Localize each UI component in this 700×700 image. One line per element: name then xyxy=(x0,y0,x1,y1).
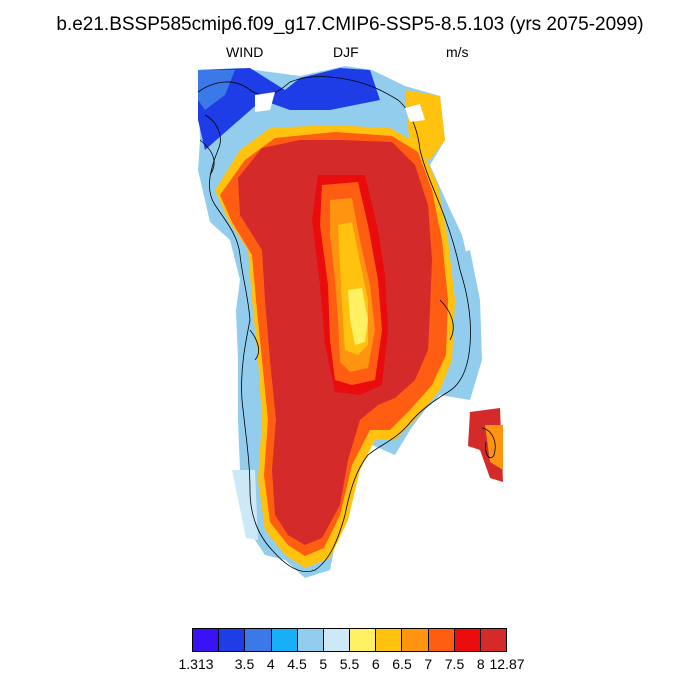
colorbar-tick-label: 1.313 xyxy=(178,656,214,672)
coast-fjord-1 xyxy=(199,139,215,176)
colorbar-box-1 xyxy=(219,629,246,651)
colorbar-tick-label: 8 xyxy=(476,656,485,672)
colorbar-box-11 xyxy=(480,629,507,651)
colorbar-box-0 xyxy=(193,629,220,651)
units-label: m/s xyxy=(446,44,469,60)
coast-fjord-2 xyxy=(249,329,260,361)
colorbar-tick-label: 4 xyxy=(266,656,275,672)
colorbar-box-10 xyxy=(454,629,481,651)
colorbar-box-7 xyxy=(376,629,403,651)
greenland-coastline xyxy=(197,76,471,572)
colorbar-box-3 xyxy=(271,629,298,651)
colorbar-tick-label: 12.87 xyxy=(489,656,525,672)
ridge-yellow xyxy=(348,288,368,345)
colorbar-box-9 xyxy=(428,629,455,651)
colorbar-box-4 xyxy=(297,629,324,651)
colorbar-tick-label: 6 xyxy=(371,656,380,672)
season-label: DJF xyxy=(333,44,359,60)
colorbar-box-8 xyxy=(402,629,429,651)
island-coastline xyxy=(481,427,496,459)
colorbar xyxy=(192,628,507,652)
variable-label: WIND xyxy=(226,44,264,60)
missing-data-patch-2 xyxy=(405,104,425,122)
colorbar-tick-label: 4.5 xyxy=(287,656,307,672)
southwest-pale-patch xyxy=(232,470,258,540)
colorbar-tick-label: 5.5 xyxy=(339,656,360,672)
colorbar-tick-label: 6.5 xyxy=(392,656,412,672)
colorbar-box-5 xyxy=(323,629,351,651)
colorbar-tick-label: 7 xyxy=(424,656,433,672)
colorbar-tick-label: 3.5 xyxy=(234,656,255,672)
colorbar-box-2 xyxy=(245,629,272,651)
coastline xyxy=(197,76,496,572)
plot-title: b.e21.BSSP585cmip6.f09_g17.CMIP6-SSP5-8.… xyxy=(56,14,644,35)
missing-data-patch xyxy=(255,92,275,112)
colorbar-tick-label: 5 xyxy=(319,656,328,672)
northern-blue-patch xyxy=(198,68,380,150)
colorbar-tick-label: 7.5 xyxy=(444,656,465,672)
coast-fjord-3 xyxy=(439,299,454,341)
colorbar-box-6 xyxy=(350,629,377,651)
east-island-orange xyxy=(485,425,503,470)
northwest-blue-patch xyxy=(198,70,235,110)
